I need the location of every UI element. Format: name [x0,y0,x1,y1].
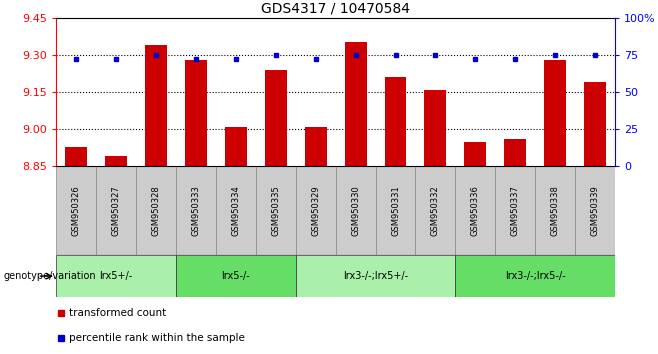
Bar [295,166,336,255]
Text: lrx3-/-;lrx5-/-: lrx3-/-;lrx5-/- [505,271,566,281]
Bar [216,166,256,255]
Text: GSM950332: GSM950332 [431,185,440,236]
Bar [536,166,575,255]
Bar [465,142,486,166]
Text: lrx5-/-: lrx5-/- [221,271,250,281]
Bar [415,166,455,255]
Bar [136,166,176,255]
Text: GSM950331: GSM950331 [391,185,400,236]
Title: GDS4317 / 10470584: GDS4317 / 10470584 [261,1,410,15]
Bar [495,166,536,255]
Text: transformed count: transformed count [69,308,166,318]
Bar [455,166,495,255]
Bar [584,82,606,166]
Text: GSM950330: GSM950330 [351,185,360,236]
Text: percentile rank within the sample: percentile rank within the sample [69,333,245,343]
Bar [455,255,615,297]
Bar [544,60,567,166]
Bar [336,166,376,255]
Bar [295,255,455,297]
Bar [305,127,326,166]
Bar [145,45,166,166]
Bar [56,255,176,297]
Bar [96,166,136,255]
Bar [256,166,295,255]
Bar [376,166,415,255]
Bar [505,139,526,166]
Text: GSM950333: GSM950333 [191,185,200,236]
Text: GSM950335: GSM950335 [271,185,280,236]
Bar [185,60,207,166]
Bar [176,166,216,255]
Bar [384,77,407,166]
Bar [424,90,446,166]
Bar [345,42,367,166]
Text: GSM950339: GSM950339 [591,185,599,236]
Bar [265,70,287,166]
Text: GSM950334: GSM950334 [231,185,240,236]
Text: GSM950329: GSM950329 [311,185,320,236]
Bar [176,255,295,297]
Text: GSM950336: GSM950336 [471,185,480,236]
Text: genotype/variation: genotype/variation [3,271,96,281]
Text: GSM950327: GSM950327 [111,185,120,236]
Bar [65,147,87,166]
Bar [56,166,96,255]
Text: GSM950328: GSM950328 [151,185,161,236]
Text: GSM950338: GSM950338 [551,185,560,236]
Bar [575,166,615,255]
Text: lrx3-/-;lrx5+/-: lrx3-/-;lrx5+/- [343,271,408,281]
Text: GSM950337: GSM950337 [511,185,520,236]
Text: lrx5+/-: lrx5+/- [99,271,132,281]
Bar [225,127,247,166]
Text: GSM950326: GSM950326 [72,185,80,236]
Bar [105,156,127,166]
